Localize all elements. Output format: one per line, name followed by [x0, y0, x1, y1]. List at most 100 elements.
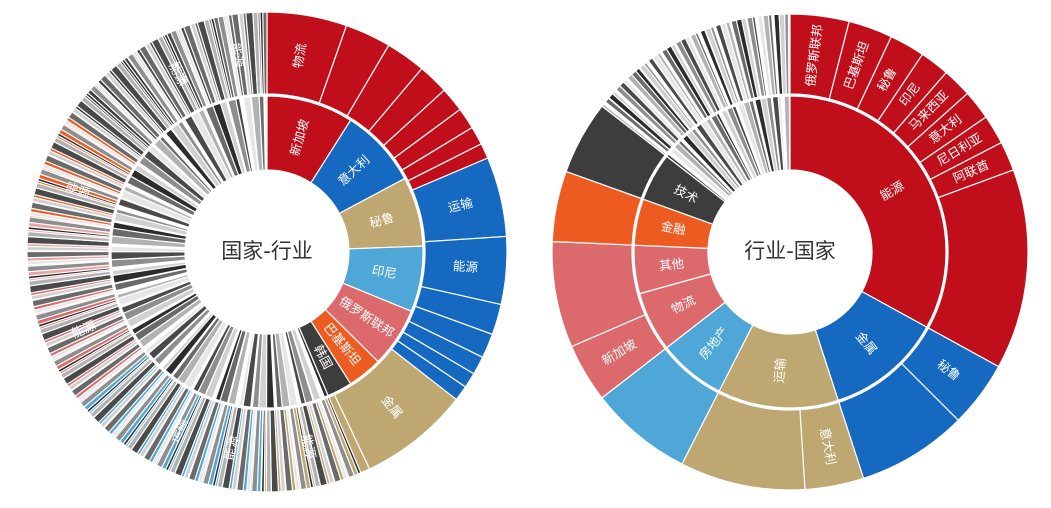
right-outer-grey-slice — [709, 25, 740, 104]
left-outer-grey-slice — [211, 405, 234, 488]
right-outer-grey-slice — [643, 61, 696, 129]
left-outer-label: 能源 — [64, 179, 93, 201]
left-outer-grey-slice — [238, 12, 252, 96]
left-outer-grey-slice — [89, 357, 154, 419]
left-outer-grey-slice — [231, 407, 248, 491]
left-outer-label: 能源 — [228, 42, 247, 70]
left-inner-grey-slice — [271, 332, 283, 409]
left-inner-grey-slice — [234, 97, 254, 173]
left-outer-grey-slice — [35, 182, 117, 211]
left-outer-grey-slice — [126, 379, 179, 451]
left-outer-grey-slice — [29, 211, 112, 229]
right-inner-grey-slice — [705, 117, 749, 184]
right-outer-grey-slice — [622, 78, 683, 140]
right-outer-grey-slice — [634, 67, 691, 133]
left-outer-grey-slice — [28, 216, 112, 234]
left-outer-grey-slice — [115, 61, 172, 130]
left-outer-grey-slice — [37, 299, 118, 329]
right-inner-grey-slice — [665, 153, 728, 203]
left-outer-grey-slice — [120, 58, 174, 128]
left-outer-grey-slice — [46, 149, 125, 189]
left-outer-grey-slice — [156, 35, 199, 113]
left-outer-grey-slice — [275, 408, 287, 493]
left-outer-grey-slice — [56, 132, 131, 177]
left-inner-grey-slice — [144, 302, 206, 355]
left-outer-grey-slice — [63, 119, 136, 169]
left-outer-grey-slice — [169, 29, 208, 109]
left-outer-grey-slice — [26, 260, 111, 273]
left-outer-grey-slice — [210, 17, 233, 100]
left-outer-grey-slice — [79, 350, 148, 409]
left-outer-grey-slice — [265, 409, 272, 493]
left-outer-grey-slice — [260, 409, 266, 493]
left-outer-grey-slice — [41, 163, 121, 198]
left-inner-grey-slice — [251, 332, 264, 409]
right-inner-grey-slice — [765, 96, 781, 172]
left-outer-grey-slice — [59, 123, 135, 172]
right-outer-grey-slice — [725, 21, 751, 101]
left-outer-grey-slice — [89, 84, 155, 146]
left-outer-grey-slice — [44, 311, 123, 348]
left-outer-grey-slice — [27, 225, 111, 238]
left-outer-grey-slice — [104, 70, 164, 136]
right-outer-label: 意大利 — [817, 426, 839, 466]
left-outer-grey-slice — [163, 33, 202, 111]
left-outer-label: 能源 — [222, 434, 241, 462]
left-outer-grey-slice — [285, 407, 301, 491]
right-inner-grey-slice — [777, 95, 786, 171]
left-inner-grey-slice — [197, 108, 235, 180]
right-inner-slice — [789, 95, 947, 328]
left-outer-grey-slice — [317, 400, 349, 480]
left-outer-grey-slice — [259, 11, 265, 95]
left-inner-grey-slice — [112, 221, 188, 241]
left-inner-grey-slice — [258, 95, 266, 171]
left-inner-grey-slice — [284, 330, 307, 405]
left-inner-grey-slice — [147, 144, 208, 200]
left-outer-grey-slice — [84, 91, 150, 150]
left-outer-grey-slice — [245, 408, 257, 493]
left-outer-grey-slice — [132, 49, 182, 122]
left-outer-grey-slice — [217, 15, 239, 99]
left-outer-grey-slice — [201, 403, 230, 486]
right-inner-label: 金融 — [660, 218, 688, 238]
left-inner-grey-slice — [110, 245, 186, 253]
left-outer-grey-slice — [114, 373, 171, 443]
left-outer-grey-slice — [298, 405, 322, 488]
left-outer-label: 能源 — [299, 433, 319, 461]
left-outer-grey-slice — [34, 292, 117, 322]
right-outer-grey-slice — [656, 51, 705, 122]
left-outer-grey-slice — [67, 339, 139, 392]
left-outer-label: 能源 — [452, 258, 479, 275]
left-inner-grey-slice — [219, 100, 247, 175]
left-outer-grey-slice — [295, 406, 315, 489]
left-inner-label: 印尼 — [371, 262, 398, 281]
left-outer-grey-slice — [85, 355, 151, 414]
left-outer-grey-slice — [183, 399, 216, 480]
chart-title-right: 行业-国家 — [744, 239, 836, 263]
right-inner-grey-slice — [690, 127, 741, 190]
left-outer-grey-slice — [288, 407, 308, 491]
left-outer-grey-slice — [31, 196, 114, 220]
right-outer-grey-slice — [783, 13, 790, 95]
left-outer-grey-slice — [197, 402, 225, 484]
right-outer-grey-slice — [740, 17, 762, 99]
left-outer-grey-slice — [216, 405, 239, 489]
right-outer-grey-slice — [767, 14, 779, 96]
left-outer-grey-slice — [320, 398, 356, 479]
left-outer-grey-slice — [71, 107, 142, 161]
left-outer-grey-slice — [80, 95, 148, 153]
left-inner-grey-slice — [130, 291, 199, 336]
left-outer-label: 运输 — [446, 195, 474, 215]
left-outer-grey-slice — [59, 331, 134, 380]
left-outer-grey-slice — [27, 267, 111, 280]
left-outer-grey-slice — [26, 257, 110, 266]
left-outer-grey-slice — [50, 320, 127, 361]
left-outer-grey-slice — [52, 323, 129, 368]
chart-title-left: 国家-行业 — [221, 239, 313, 263]
right-outer-grey-slice — [751, 15, 768, 97]
right-inner-grey-slice — [783, 95, 791, 171]
left-inner-grey-slice — [214, 328, 244, 402]
left-outer-grey-slice — [252, 11, 262, 95]
